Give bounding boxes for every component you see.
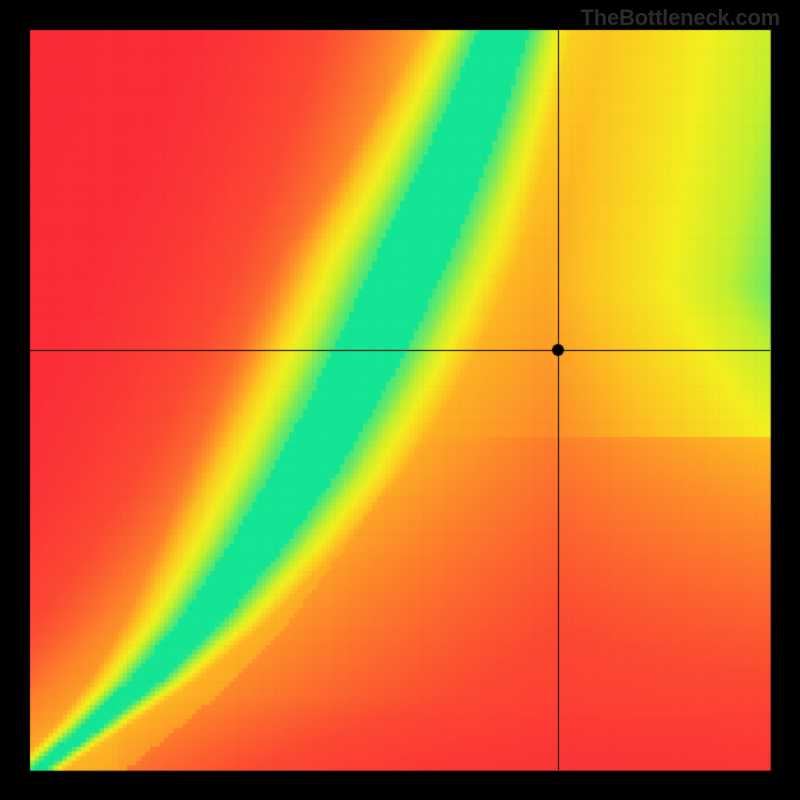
- watermark-text: TheBottleneck.com: [580, 5, 780, 31]
- heatmap-canvas: [0, 0, 800, 800]
- chart-container: { "watermark": { "text": "TheBottleneck.…: [0, 0, 800, 800]
